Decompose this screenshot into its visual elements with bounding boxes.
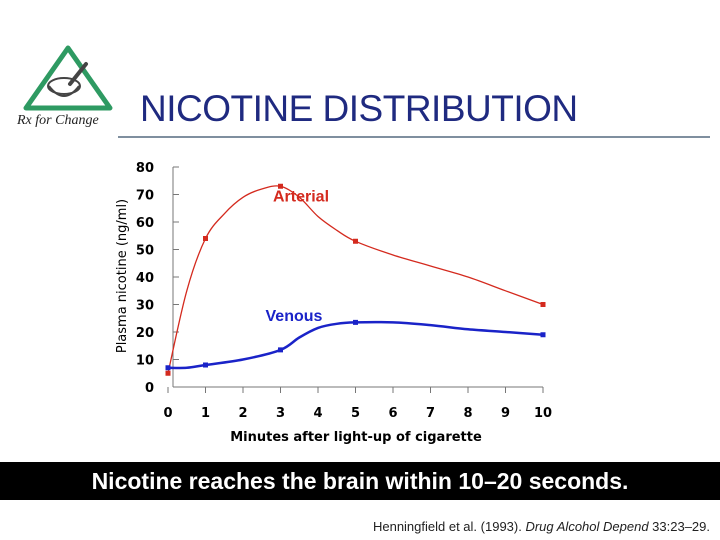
- citation: Henningfield et al. (1993). Drug Alcohol…: [373, 519, 710, 534]
- logo-bowl-icon: [48, 85, 80, 97]
- y-tick-label: 50: [136, 244, 154, 259]
- arterial-data-point: [165, 370, 171, 376]
- series-lines: [165, 183, 546, 376]
- y-tick-label: 10: [136, 354, 154, 369]
- x-tick-label: 1: [201, 406, 210, 421]
- x-tick-label: 8: [463, 406, 472, 421]
- arterial-series-label: Arterial: [273, 188, 329, 205]
- citation-authors: Henningfield et al. (1993).: [372, 519, 526, 534]
- logo-pestle-icon: [68, 62, 88, 86]
- title-divider: [118, 136, 710, 138]
- x-tick-label: 2: [238, 406, 247, 421]
- y-tick-label: 30: [136, 299, 154, 314]
- y-axis-label: Plasma nicotine (ng/ml): [115, 199, 130, 353]
- nicotine-line-chart: Plasma nicotine (ng/ml) Minutes after li…: [115, 161, 552, 445]
- venous-data-point: [278, 347, 283, 353]
- logo-mortar-icon: [47, 77, 81, 95]
- venous-data-point: [353, 319, 358, 325]
- arterial-data-point: [278, 183, 283, 189]
- x-tick-label: 4: [313, 406, 322, 421]
- venous-data-point: [203, 362, 208, 368]
- arterial-data-point: [540, 302, 546, 307]
- y-tick-label: 80: [136, 161, 154, 176]
- logo-text: Rx for Change: [16, 113, 99, 128]
- y-tick-label: 70: [136, 189, 154, 204]
- key-message-banner: Nicotine reaches the brain within 10–20 …: [0, 462, 720, 500]
- venous-series-label: Venous: [266, 308, 323, 325]
- key-message-text: Nicotine reaches the brain within 10–20 …: [91, 468, 629, 494]
- venous-series-line: [167, 320, 544, 370]
- x-tick-label: 6: [388, 406, 397, 421]
- axes: 0 10 20 30 40 50 60 70 80 0 1 2 3 4 5 6 7 8 9 10: [136, 161, 552, 421]
- citation-ref: 33:23–29.: [648, 519, 710, 534]
- x-tick-label: 7: [426, 406, 435, 421]
- series-labels: Arterial Venous: [266, 188, 330, 325]
- venous-data-point: [165, 365, 171, 371]
- arterial-data-point: [203, 236, 208, 241]
- x-tick-label: 10: [534, 406, 552, 421]
- citation-journal: Drug Alcohol Depend: [525, 519, 649, 534]
- page-title: NICOTINE DISTRIBUTION: [140, 88, 578, 129]
- logo-triangle: [23, 45, 113, 111]
- x-tick-label: 5: [351, 406, 360, 421]
- arterial-series-line: [167, 185, 544, 374]
- y-tick-label: 60: [136, 216, 154, 231]
- x-tick-label: 3: [276, 406, 285, 421]
- x-axis-label: Minutes after light-up of cigarette: [230, 430, 482, 445]
- y-tick-label: 40: [136, 271, 154, 286]
- x-tick-label: 9: [501, 406, 510, 421]
- y-tick-label: 20: [136, 326, 154, 341]
- x-tick-label: 0: [163, 406, 172, 421]
- rx-for-change-logo: Rx for Change: [16, 45, 113, 128]
- venous-data-point: [540, 332, 546, 338]
- y-tick-label: 0: [145, 381, 154, 396]
- arterial-data-point: [353, 238, 358, 244]
